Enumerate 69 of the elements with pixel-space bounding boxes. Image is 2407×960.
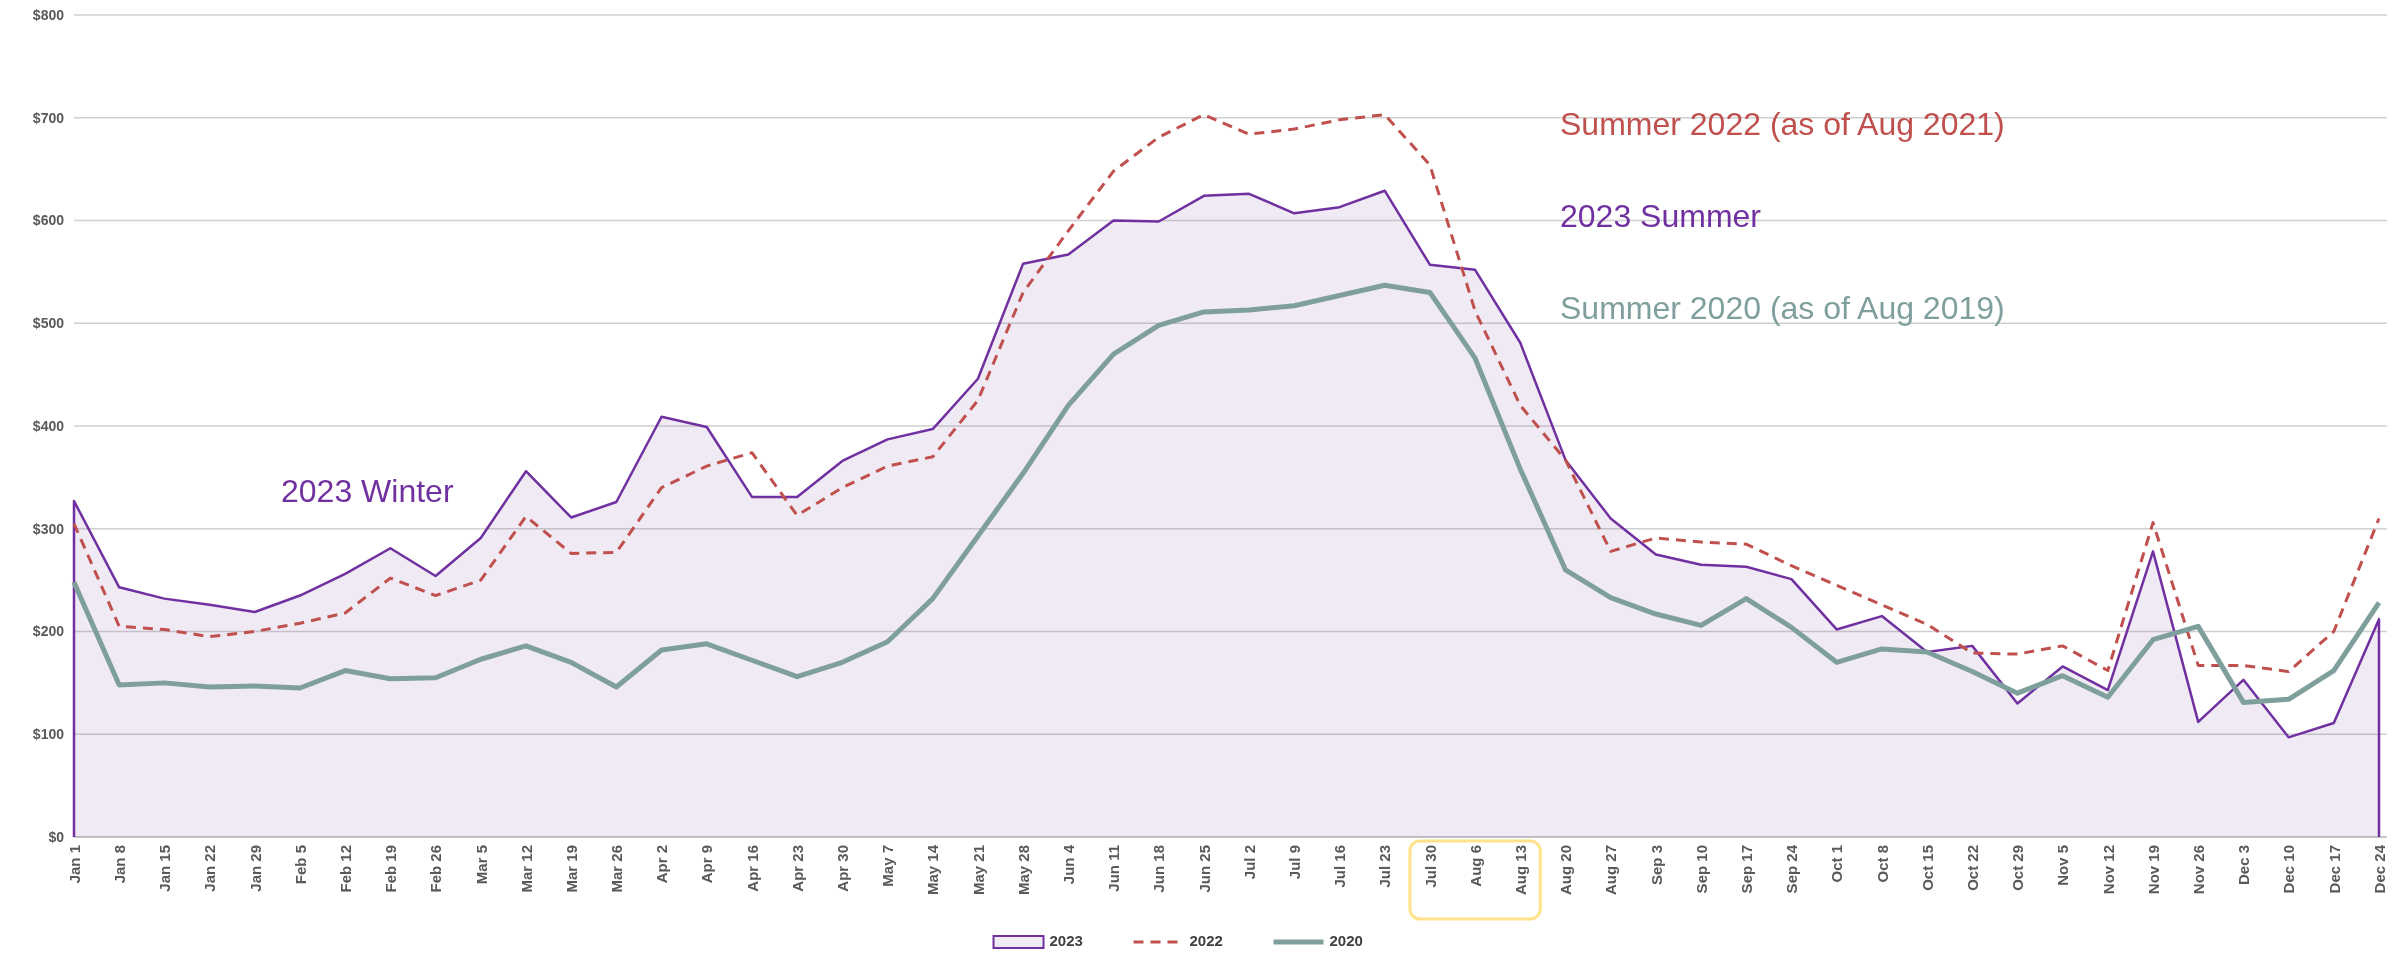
x-tick-label: Apr 30 <box>834 845 852 892</box>
x-tick-label: Jan 1 <box>65 845 83 884</box>
y-tick-label: $200 <box>32 623 65 640</box>
x-tick-label: May 7 <box>879 845 897 887</box>
x-tick-label: Apr 23 <box>788 845 806 892</box>
x-tick-label: Mar 5 <box>472 845 490 885</box>
x-tick-label: Jan 8 <box>110 845 128 884</box>
x-tick-label: Jun 18 <box>1150 845 1168 893</box>
x-tick-label: Aug 27 <box>1602 845 1620 896</box>
x-tick-label: Dec 3 <box>2235 845 2253 886</box>
x-tick-label: Dec 17 <box>2325 845 2343 894</box>
x-tick-label: Jun 4 <box>1060 844 1078 885</box>
x-tick-label: Dec 10 <box>2280 845 2298 894</box>
x-tick-label: Jul 30 <box>1421 845 1439 888</box>
x-tick-label: Jul 23 <box>1376 845 1394 888</box>
y-tick-label: $0 <box>48 828 65 845</box>
y-tick-label: $700 <box>32 109 65 126</box>
x-tick-label: Sep 17 <box>1738 845 1755 894</box>
y-tick-label: $500 <box>32 315 65 332</box>
x-tick-label: Sep 10 <box>1692 845 1710 894</box>
x-tick-label: Oct 8 <box>1873 845 1891 883</box>
x-tick-label: Nov 26 <box>2189 845 2207 895</box>
x-tick-label: Oct 29 <box>2009 845 2027 891</box>
x-tick-label: Sep 24 <box>1783 844 1801 894</box>
x-tick-label: Aug 13 <box>1512 845 1530 896</box>
x-tick-label: May 21 <box>969 845 987 896</box>
y-tick-label: $400 <box>32 417 65 434</box>
x-tick-label: Nov 5 <box>2054 845 2072 886</box>
legend-label: 2022 <box>1189 931 1223 949</box>
line-series <box>72 113 2381 674</box>
x-tick-label: Jun 11 <box>1105 845 1123 892</box>
annotation: Summer 2022 (as of Aug 2021) <box>1560 106 2005 143</box>
x-tick-label: Nov 19 <box>2144 845 2162 895</box>
x-tick-label: Mar 12 <box>517 845 535 893</box>
x-tick-label: May 14 <box>924 844 942 896</box>
x-tick-label: May 28 <box>1014 845 1032 896</box>
x-tick-label: Mar 26 <box>608 845 626 893</box>
annotation: Summer 2020 (as of Aug 2019) <box>1560 290 2005 327</box>
y-tick-label: $600 <box>32 212 65 229</box>
x-tick-label: Aug 6 <box>1466 845 1484 887</box>
x-tick-label: Jan 29 <box>246 845 264 892</box>
x-tick-label: Aug 20 <box>1557 845 1575 896</box>
y-tick-label: $800 <box>32 6 65 23</box>
x-tick-label: Oct 15 <box>1918 845 1936 891</box>
x-tick-label: Dec 24 <box>2370 844 2388 894</box>
x-tick-label: Jul 16 <box>1331 845 1349 888</box>
legend-label: 2020 <box>1329 931 1363 949</box>
x-tick-label: Mar 19 <box>562 845 580 893</box>
x-tick-label: Oct 1 <box>1828 845 1846 883</box>
y-tick-label: $100 <box>32 726 65 743</box>
x-tick-label: Jul 9 <box>1286 845 1304 880</box>
x-tick-label: Apr 2 <box>653 845 671 884</box>
annotation: 2023 Winter <box>281 473 454 510</box>
x-tick-label: Nov 12 <box>2099 845 2117 895</box>
x-tick-label: Apr 9 <box>698 845 716 884</box>
x-tick-label: Oct 22 <box>1963 845 1981 891</box>
x-tick-label: Feb 19 <box>382 845 400 893</box>
x-tick-label: Apr 16 <box>743 845 761 892</box>
x-tick-label: Jun 25 <box>1195 845 1213 893</box>
x-tick-label: Jan 22 <box>201 845 219 892</box>
x-tick-label: Feb 26 <box>427 845 445 893</box>
x-tick-label: Jan 15 <box>156 845 174 892</box>
x-tick-label: Feb 12 <box>336 845 354 893</box>
x-tick-label: Jul 2 <box>1240 845 1258 880</box>
legend-label: 2023 <box>1049 931 1083 949</box>
x-tick-label: Feb 5 <box>291 845 309 885</box>
annotation: 2023 Summer <box>1560 198 1762 235</box>
y-tick-label: $300 <box>32 520 65 537</box>
x-tick-label: Sep 3 <box>1647 845 1665 886</box>
